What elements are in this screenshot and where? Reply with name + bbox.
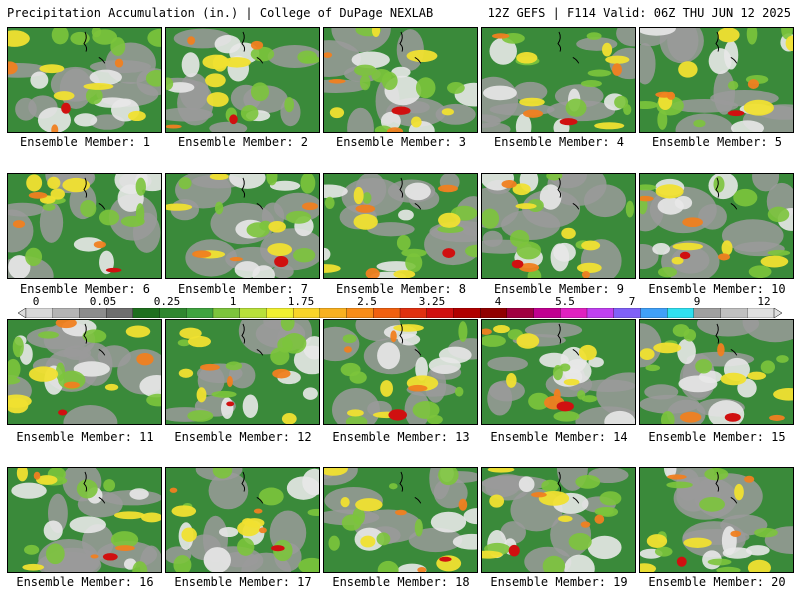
ensemble-member-label: Ensemble Member: 17 xyxy=(174,575,312,589)
ensemble-member-label: Ensemble Member: 16 xyxy=(16,575,154,589)
colorbar-swatch xyxy=(25,308,54,318)
ensemble-member-label: Ensemble Member: 19 xyxy=(490,575,628,589)
colorbar-tick-label: 9 xyxy=(693,295,701,308)
colorbar-tick-label: 4 xyxy=(494,295,502,308)
ensemble-map-16 xyxy=(7,467,162,573)
colorbar-tick-label: 0 xyxy=(32,295,40,308)
ensemble-map-15 xyxy=(639,319,794,425)
colorbar-swatch xyxy=(292,308,321,318)
ensemble-map-18 xyxy=(323,467,478,573)
run-valid-time: 12Z GEFS | F114 Valid: 06Z THU JUN 12 20… xyxy=(487,6,791,20)
ensemble-map-9 xyxy=(481,173,636,279)
colorbar-swatch xyxy=(373,308,401,318)
ensemble-member-label: Ensemble Member: 20 xyxy=(648,575,786,589)
colorbar-swatch xyxy=(479,308,508,318)
colorbar-swatch xyxy=(506,308,535,318)
ensemble-member-label: Ensemble Member: 14 xyxy=(490,430,628,444)
colorbar-swatch xyxy=(666,308,695,318)
colorbar-tick-label: 7 xyxy=(628,295,636,308)
ensemble-map-12 xyxy=(165,319,320,425)
ensemble-member-label: Ensemble Member: 4 xyxy=(493,135,625,149)
colorbar-swatch xyxy=(613,308,641,318)
colorbar-swatch xyxy=(533,308,561,318)
ensemble-member-label: Ensemble Member: 6 xyxy=(19,282,151,296)
colorbar-swatch xyxy=(640,308,668,318)
colorbar-swatch xyxy=(159,308,187,318)
ensemble-map-6 xyxy=(7,173,162,279)
ensemble-member-label: Ensemble Member: 12 xyxy=(174,430,312,444)
colorbar-swatch xyxy=(560,308,588,318)
colorbar-swatch xyxy=(319,308,348,318)
ensemble-map-2 xyxy=(165,27,320,133)
ensemble-member-label: Ensemble Member: 3 xyxy=(335,135,467,149)
ensemble-map-11 xyxy=(7,319,162,425)
ensemble-map-13 xyxy=(323,319,478,425)
map-title: Precipitation Accumulation (in.) | Colle… xyxy=(7,6,434,20)
colorbar-swatch xyxy=(586,308,615,318)
colorbar-swatch xyxy=(212,308,241,318)
colorbar-tick-label: 5.5 xyxy=(555,295,575,308)
colorbar-tick-label: 3.25 xyxy=(418,295,446,308)
colorbar-swatch xyxy=(132,308,161,318)
colorbar-swatch xyxy=(693,308,722,318)
colorbar-tick-label: 12 xyxy=(757,295,771,308)
colorbar-swatch xyxy=(52,308,80,318)
ensemble-member-label: Ensemble Member: 9 xyxy=(493,282,625,296)
ensemble-member-label: Ensemble Member: 18 xyxy=(332,575,470,589)
ensemble-map-4 xyxy=(481,27,636,133)
ensemble-map-5 xyxy=(639,27,794,133)
ensemble-member-label: Ensemble Member: 7 xyxy=(177,282,309,296)
colorbar-swatch xyxy=(720,308,748,318)
ensemble-map-14 xyxy=(481,319,636,425)
ensemble-map-8 xyxy=(323,173,478,279)
colorbar-swatch xyxy=(399,308,428,318)
ensemble-member-label: Ensemble Member: 13 xyxy=(332,430,470,444)
ensemble-map-1 xyxy=(7,27,162,133)
colorbar-swatch xyxy=(346,308,374,318)
colorbar-swatch xyxy=(79,308,107,318)
ensemble-map-3 xyxy=(323,27,478,133)
colorbar-swatch xyxy=(239,308,267,318)
colorbar-swatch xyxy=(426,308,454,318)
colorbar-tick-label: 2.5 xyxy=(357,295,377,308)
ensemble-member-label: Ensemble Member: 1 xyxy=(19,135,151,149)
colorbar-tick-label: 0.05 xyxy=(89,295,117,308)
ensemble-map-17 xyxy=(165,467,320,573)
colorbar-swatch xyxy=(105,308,134,318)
ensemble-member-label: Ensemble Member: 2 xyxy=(177,135,309,149)
colorbar-tick-label: 1 xyxy=(229,295,237,308)
colorbar-swatch xyxy=(186,308,214,318)
ensemble-member-label: Ensemble Member: 8 xyxy=(335,282,467,296)
precip-colorbar xyxy=(18,308,782,318)
ensemble-map-19 xyxy=(481,467,636,573)
ensemble-member-label: Ensemble Member: 15 xyxy=(648,430,786,444)
ensemble-map-20 xyxy=(639,467,794,573)
ensemble-member-label: Ensemble Member: 5 xyxy=(651,135,783,149)
ensemble-member-label: Ensemble Member: 10 xyxy=(648,282,786,296)
ensemble-map-7 xyxy=(165,173,320,279)
ensemble-member-label: Ensemble Member: 11 xyxy=(16,430,154,444)
colorbar-tick-label: 1.75 xyxy=(287,295,315,308)
colorbar-swatch xyxy=(747,308,775,318)
ensemble-map-10 xyxy=(639,173,794,279)
colorbar-tick-label: 0.25 xyxy=(153,295,181,308)
colorbar-swatch xyxy=(266,308,294,318)
colorbar-swatch xyxy=(453,308,481,318)
